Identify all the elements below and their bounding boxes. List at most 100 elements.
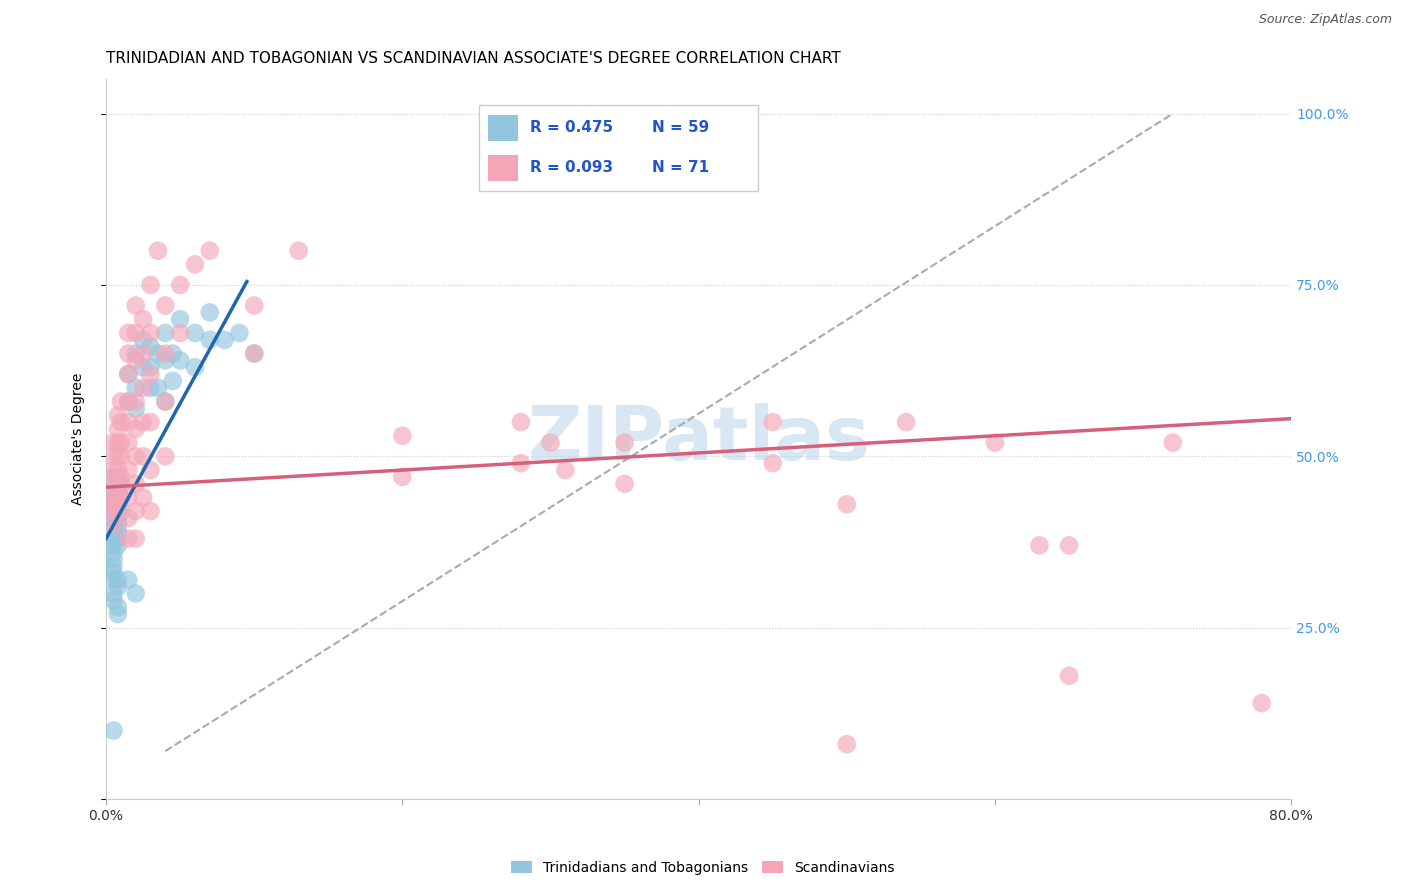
Point <box>107 470 129 484</box>
Point <box>391 470 413 484</box>
Point <box>117 394 139 409</box>
Point <box>110 491 132 505</box>
Point <box>117 573 139 587</box>
Point <box>110 470 132 484</box>
Point <box>103 504 125 518</box>
Point <box>243 346 266 360</box>
Text: TRINIDADIAN AND TOBAGONIAN VS SCANDINAVIAN ASSOCIATE'S DEGREE CORRELATION CHART: TRINIDADIAN AND TOBAGONIAN VS SCANDINAVI… <box>105 51 841 66</box>
Point <box>103 559 125 574</box>
Point <box>107 408 129 422</box>
Point <box>103 517 125 532</box>
Point <box>107 524 129 539</box>
Point <box>613 476 636 491</box>
Point <box>184 257 207 271</box>
Point <box>139 504 162 518</box>
Point <box>117 491 139 505</box>
Point <box>110 450 132 464</box>
Point <box>132 346 155 360</box>
Point <box>103 517 125 532</box>
Point <box>198 305 221 319</box>
Point <box>107 422 129 436</box>
Point <box>110 394 132 409</box>
Point <box>103 497 125 511</box>
Point <box>155 450 177 464</box>
Point <box>169 326 191 340</box>
Point <box>1057 668 1080 682</box>
Point <box>146 244 169 258</box>
Point <box>139 326 162 340</box>
Text: Source: ZipAtlas.com: Source: ZipAtlas.com <box>1258 13 1392 27</box>
Point <box>125 476 148 491</box>
Point <box>107 517 129 532</box>
Point <box>540 435 562 450</box>
Point <box>110 415 132 429</box>
Point <box>107 511 129 525</box>
Point <box>169 277 191 292</box>
Point <box>125 353 148 368</box>
Point <box>155 394 177 409</box>
Point <box>107 607 129 621</box>
Point <box>509 456 531 470</box>
Point <box>117 326 139 340</box>
Point <box>103 476 125 491</box>
Point <box>103 483 125 498</box>
Point <box>146 346 169 360</box>
Point <box>139 277 162 292</box>
Point <box>509 415 531 429</box>
Point <box>107 497 129 511</box>
Point <box>125 394 148 409</box>
Point <box>103 538 125 552</box>
Point <box>169 353 191 368</box>
Point <box>155 353 177 368</box>
Point <box>110 504 132 518</box>
Point <box>613 435 636 450</box>
Point <box>107 580 129 594</box>
Point <box>243 299 266 313</box>
Point <box>103 545 125 559</box>
Point <box>103 573 125 587</box>
Point <box>125 326 148 340</box>
Point <box>139 367 162 381</box>
Point <box>169 312 191 326</box>
Point <box>107 600 129 615</box>
Point <box>117 463 139 477</box>
Point <box>125 450 148 464</box>
Point <box>554 463 576 477</box>
Point <box>835 497 858 511</box>
Point <box>228 326 250 340</box>
Point <box>107 491 129 505</box>
Point <box>894 415 917 429</box>
Point <box>125 299 148 313</box>
Point <box>103 497 125 511</box>
Point <box>107 450 129 464</box>
Point <box>107 476 129 491</box>
Point <box>139 340 162 354</box>
Point <box>117 511 139 525</box>
Point <box>984 435 1007 450</box>
Point <box>125 586 148 600</box>
Point <box>243 346 266 360</box>
Point <box>132 333 155 347</box>
Point <box>117 394 139 409</box>
Point <box>139 381 162 395</box>
Point <box>103 532 125 546</box>
Point <box>184 360 207 375</box>
Point <box>103 723 125 738</box>
Point <box>110 476 132 491</box>
Point <box>125 504 148 518</box>
Point <box>107 504 129 518</box>
Point <box>162 374 184 388</box>
Point <box>103 491 125 505</box>
Point <box>107 483 129 498</box>
Point <box>214 333 236 347</box>
Point <box>107 476 129 491</box>
Point <box>184 326 207 340</box>
Point <box>132 491 155 505</box>
Point <box>125 532 148 546</box>
Point <box>132 450 155 464</box>
Point <box>155 346 177 360</box>
Point <box>146 381 169 395</box>
Point <box>107 491 129 505</box>
Point <box>107 435 129 450</box>
Point <box>155 299 177 313</box>
